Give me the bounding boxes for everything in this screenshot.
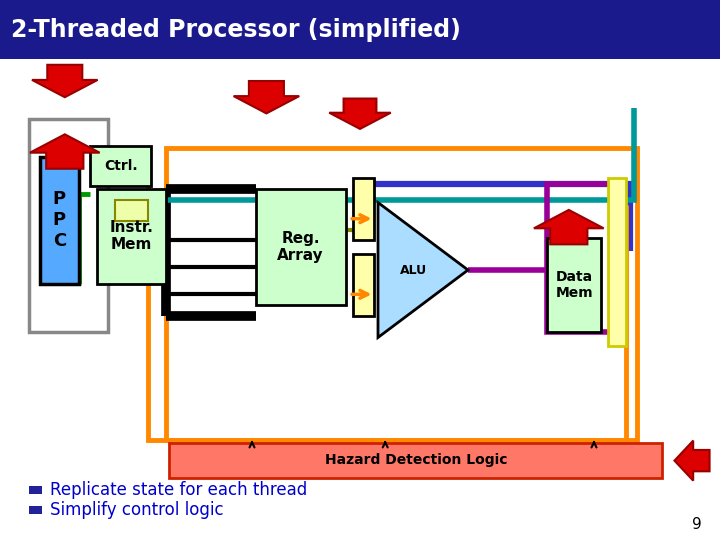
Text: Replicate state for each thread: Replicate state for each thread — [50, 481, 307, 499]
Text: Hazard Detection Logic: Hazard Detection Logic — [325, 454, 507, 467]
FancyBboxPatch shape — [40, 157, 79, 284]
Polygon shape — [329, 98, 391, 129]
Text: Reg.
Array: Reg. Array — [277, 231, 324, 263]
FancyBboxPatch shape — [115, 200, 148, 221]
FancyBboxPatch shape — [0, 0, 720, 59]
FancyBboxPatch shape — [547, 238, 601, 332]
FancyBboxPatch shape — [353, 178, 374, 240]
FancyBboxPatch shape — [29, 506, 42, 514]
FancyBboxPatch shape — [608, 178, 626, 346]
Text: Instr.
Mem: Instr. Mem — [109, 220, 153, 252]
Polygon shape — [534, 210, 603, 244]
Text: Simplify control logic: Simplify control logic — [50, 501, 224, 519]
FancyBboxPatch shape — [29, 486, 42, 494]
Text: ALU: ALU — [400, 264, 428, 276]
Polygon shape — [233, 81, 300, 113]
Text: Data
Mem: Data Mem — [555, 270, 593, 300]
FancyBboxPatch shape — [256, 189, 346, 305]
Text: 9: 9 — [692, 517, 702, 532]
Text: Ctrl.: Ctrl. — [104, 159, 138, 173]
Polygon shape — [30, 134, 99, 168]
Polygon shape — [32, 65, 98, 97]
FancyBboxPatch shape — [353, 254, 374, 316]
FancyBboxPatch shape — [90, 146, 151, 186]
Polygon shape — [675, 441, 709, 481]
FancyBboxPatch shape — [169, 443, 662, 478]
Polygon shape — [378, 202, 468, 338]
FancyBboxPatch shape — [97, 189, 166, 284]
Text: 2-Threaded Processor (simplified): 2-Threaded Processor (simplified) — [11, 18, 461, 42]
Text: P
P
C: P P C — [53, 190, 66, 250]
